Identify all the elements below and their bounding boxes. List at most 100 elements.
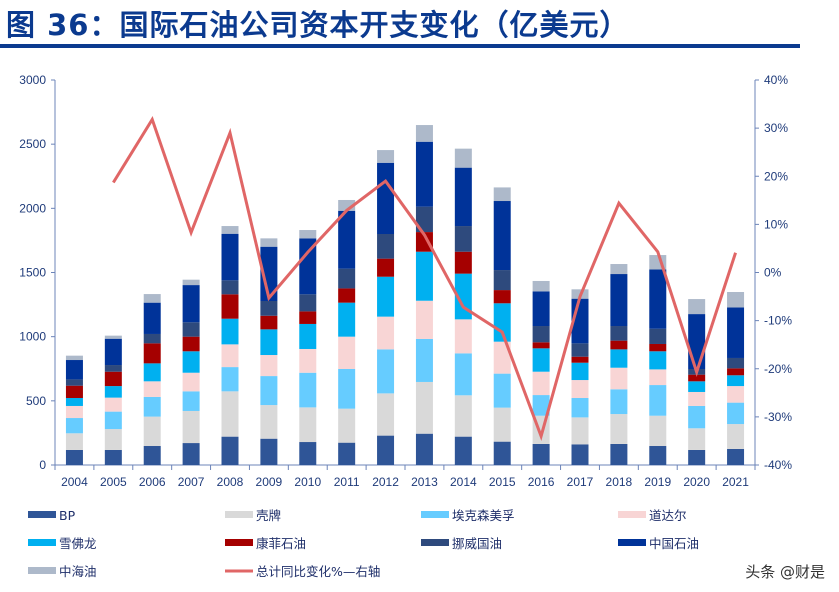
bar-segment bbox=[454, 167, 472, 227]
bar-segment bbox=[415, 206, 433, 233]
bar-segment bbox=[649, 415, 667, 447]
bar-segment bbox=[338, 302, 356, 337]
bar-segment bbox=[532, 280, 550, 292]
bar-segment bbox=[299, 348, 317, 373]
bar-segment bbox=[532, 326, 550, 343]
bar-segment bbox=[260, 246, 278, 301]
legend-swatch bbox=[421, 539, 449, 546]
bar-segment bbox=[493, 187, 511, 202]
bar-segment bbox=[299, 238, 317, 295]
x-tick-label: 2019 bbox=[644, 475, 671, 489]
bar-segment bbox=[143, 416, 161, 447]
bar-segment bbox=[649, 343, 667, 352]
bar-segment bbox=[415, 381, 433, 434]
bar-segment bbox=[532, 291, 550, 327]
bar-segment bbox=[65, 398, 83, 406]
y2-tick-label: 30% bbox=[764, 121, 788, 135]
bar-segment bbox=[727, 357, 745, 369]
x-tick-label: 2011 bbox=[334, 475, 360, 489]
bar-segment bbox=[65, 433, 83, 450]
legend-label: 雪佛龙 bbox=[59, 536, 97, 551]
bar-segment bbox=[454, 273, 472, 320]
legend-label: 总计同比变化%—右轴 bbox=[256, 564, 380, 579]
x-tick-label: 2004 bbox=[61, 475, 88, 489]
x-tick-label: 2020 bbox=[683, 475, 710, 489]
legend-label: 道达尔 bbox=[649, 508, 687, 523]
bar-segment bbox=[454, 436, 472, 465]
bar-segment bbox=[415, 433, 433, 465]
bar-segment bbox=[65, 385, 83, 399]
bar-segment bbox=[338, 288, 356, 303]
bar-segment bbox=[610, 326, 628, 341]
bar-segment bbox=[610, 367, 628, 390]
bar-segment bbox=[221, 233, 239, 281]
bar-segment bbox=[182, 391, 200, 411]
y-tick-label: 1500 bbox=[19, 266, 46, 280]
bar-segment bbox=[143, 302, 161, 334]
y2-tick-label: 20% bbox=[764, 169, 788, 183]
x-tick-label: 2014 bbox=[450, 475, 477, 489]
bar-segment bbox=[454, 226, 472, 252]
x-tick-label: 2008 bbox=[217, 475, 244, 489]
legend-swatch bbox=[28, 511, 56, 518]
bar-segment bbox=[454, 395, 472, 437]
bar-segment bbox=[727, 307, 745, 358]
bar-segment bbox=[221, 391, 239, 437]
bar-segment bbox=[260, 355, 278, 377]
y2-tick-label: -40% bbox=[764, 458, 792, 472]
y2-tick-label: 10% bbox=[764, 217, 788, 231]
bar-segment bbox=[571, 362, 589, 381]
bar-segment bbox=[727, 402, 745, 425]
bar-segment bbox=[221, 294, 239, 319]
bar-segment bbox=[299, 294, 317, 312]
x-tick-label: 2007 bbox=[178, 475, 205, 489]
bar-segment bbox=[299, 323, 317, 349]
bar-segment bbox=[338, 268, 356, 289]
y2-tick-label: -10% bbox=[764, 314, 792, 328]
bar-segment bbox=[727, 375, 745, 387]
legend-label: 中国石油 bbox=[649, 536, 699, 551]
bar-segment bbox=[415, 338, 433, 382]
bar-segment bbox=[493, 290, 511, 304]
bar-segment bbox=[688, 314, 706, 370]
legend-label: 埃克森美孚 bbox=[452, 508, 515, 523]
x-tick-label: 2017 bbox=[567, 475, 594, 489]
bar-segment bbox=[143, 446, 161, 465]
bar-segment bbox=[493, 270, 511, 291]
bar-segment bbox=[493, 441, 511, 465]
legend-label: 壳牌 bbox=[256, 508, 281, 523]
bar-segment bbox=[260, 329, 278, 356]
bar-segment bbox=[143, 333, 161, 344]
bar-segment bbox=[65, 405, 83, 419]
bar-segment bbox=[688, 391, 706, 406]
bar-segment bbox=[493, 407, 511, 442]
bar-segment bbox=[532, 395, 550, 416]
bar-segment bbox=[221, 344, 239, 368]
x-tick-label: 2018 bbox=[606, 475, 633, 489]
bar-segment bbox=[688, 405, 706, 429]
bar-segment bbox=[104, 335, 122, 339]
bar-segment bbox=[454, 148, 472, 168]
title-underline bbox=[0, 44, 800, 48]
legend-swatch bbox=[28, 567, 56, 574]
x-tick-label: 2021 bbox=[722, 475, 749, 489]
bar-segment bbox=[260, 405, 278, 439]
bar-segment bbox=[649, 269, 667, 329]
bar-segment bbox=[338, 210, 356, 269]
bar-segment bbox=[143, 396, 161, 417]
bar-segment bbox=[571, 356, 589, 363]
bar-segment bbox=[454, 319, 472, 354]
bar-segment bbox=[532, 443, 550, 465]
bar-segment bbox=[338, 369, 356, 409]
y2-tick-label: -30% bbox=[764, 410, 792, 424]
bar-segment bbox=[649, 369, 667, 386]
bar-segment bbox=[610, 264, 628, 275]
bar-segment bbox=[260, 238, 278, 247]
bar-segment bbox=[377, 162, 395, 234]
bar-segment bbox=[610, 389, 628, 415]
bar-segment bbox=[377, 150, 395, 163]
bar-segment bbox=[649, 328, 667, 344]
x-tick-label: 2010 bbox=[294, 475, 321, 489]
bar-segment bbox=[143, 363, 161, 382]
legend-swatch bbox=[618, 511, 646, 518]
